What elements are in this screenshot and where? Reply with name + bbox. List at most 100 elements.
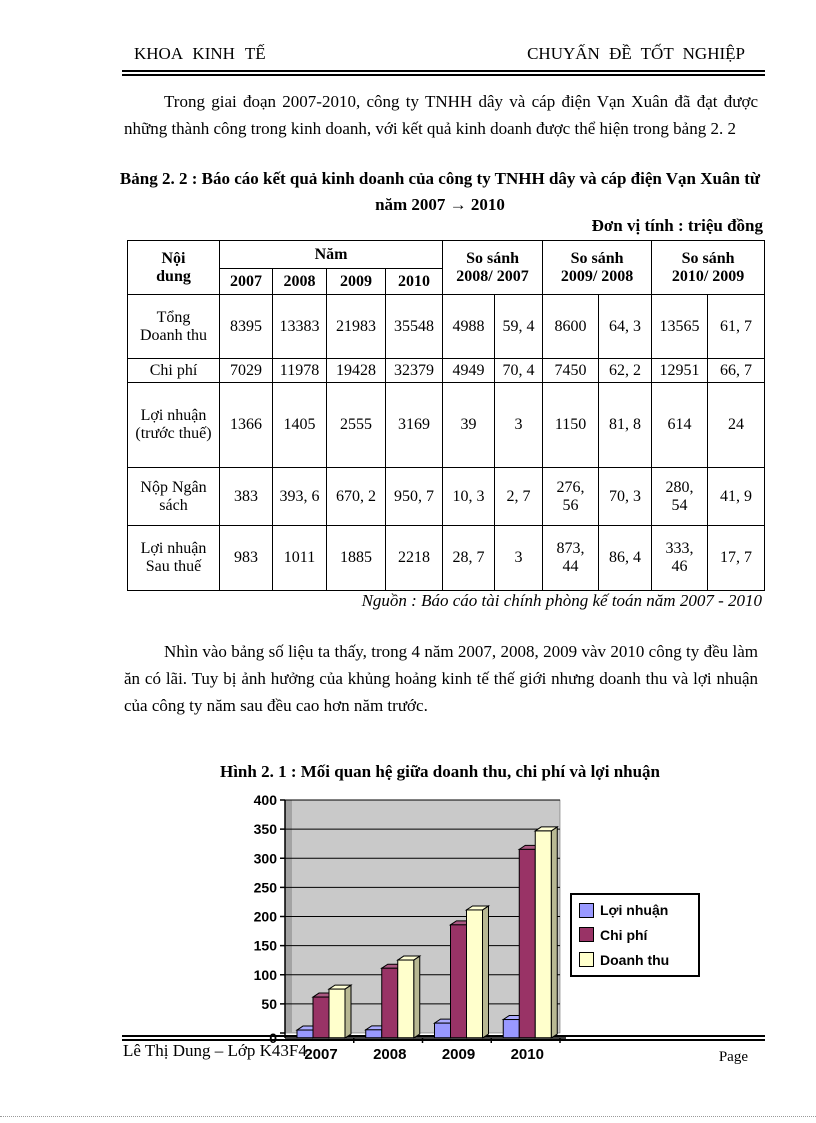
bar-side-Doanh thu [550, 825, 558, 1039]
chart-legend: Lợi nhuận Chi phí Doanh thu [570, 893, 700, 977]
table-cell: 66, 7 [707, 358, 766, 383]
paragraph-analysis: Nhìn vào bảng số liệu ta thấy, trong 4 n… [124, 642, 758, 715]
table-cell: 950, 7 [384, 467, 444, 526]
table-cell: 1405 [272, 382, 327, 468]
legend-item: Lợi nhuận [579, 902, 698, 918]
bar-Chi phí-2008 [381, 967, 399, 1039]
table-cell: 62, 2 [598, 358, 653, 383]
table-cell: 393, 6 [272, 467, 327, 526]
table-row: Chi phí 7029 11978 19428 32379 4949 70, 4 7450 6… [127, 358, 766, 383]
table-cell: 70, 3 [598, 467, 653, 526]
y-tick-label: 250 [254, 879, 278, 895]
x-category-label: 2007 [304, 1046, 337, 1063]
table-caption: Bảng 2. 2 : Báo cáo kết quả kinh doanh c… [119, 169, 761, 214]
table-cell: 333, 46 [651, 525, 709, 591]
table-cell: 3 [494, 525, 544, 591]
bar-side-Doanh thu [482, 905, 489, 1039]
bar-Lợi nhuận-2009 [434, 1022, 451, 1039]
table-cell: 1150 [542, 382, 600, 468]
bar-Doanh thu-2008 [397, 959, 415, 1039]
bar-Lợi nhuận-2008 [365, 1029, 383, 1039]
report-table: Nội dung Năm So sánh 2008/ 2007 So sánh 200… [127, 240, 766, 591]
chart-title: Hình 2. 1 : Mối quan hệ giữa doanh thu, … [219, 762, 661, 781]
table-cell: 8600 [542, 294, 600, 359]
table-cell: 2555 [326, 382, 386, 468]
table-cell: 3169 [384, 382, 444, 468]
page-bottom-edge [0, 1116, 816, 1117]
table-cell: 81, 8 [598, 382, 653, 468]
table-cell: 11978 [272, 358, 327, 383]
footer-author: Lê Thị Dung – Lớp K43F4 [123, 1041, 307, 1060]
unit-note: Đơn vị tính : triệu đồng [591, 216, 763, 235]
table-row-label: Chi phí [127, 358, 220, 383]
table-cell: 12951 [651, 358, 709, 383]
y-tick-label: 400 [254, 792, 278, 808]
y-tick-label: 50 [261, 996, 277, 1012]
x-category-label: 2010 [511, 1046, 544, 1063]
table-cell: 4949 [442, 358, 496, 383]
table-cell: 41, 9 [707, 467, 766, 526]
bar-side-Doanh thu [344, 984, 352, 1039]
bar-Lợi nhuận-2007 [296, 1029, 314, 1039]
legend-item: Doanh thu [579, 952, 698, 968]
table-row: Lợi nhuận (trước thuế) 1366 1405 2555 3169 39… [127, 382, 766, 468]
y-tick-label: 350 [254, 821, 278, 837]
table-header-year: 2010 [384, 268, 444, 295]
table-cell: 10, 3 [442, 467, 496, 526]
table-cell: 7029 [219, 358, 273, 383]
table-row-label: Nộp Ngân sách [127, 467, 220, 526]
table-cell: 13383 [272, 294, 327, 359]
table-header-nam: Năm [218, 240, 444, 269]
table-header-year: 2008 [272, 268, 327, 295]
table-header-so-sanh: So sánh 2009/ 2008 [542, 240, 653, 295]
table-cell: 4988 [442, 294, 496, 359]
header-faculty: KHOA KINH TẾ [134, 44, 266, 63]
table-row-label: Lợi nhuận (trước thuế) [127, 382, 220, 468]
bar-Lợi nhuận-2010 [502, 1019, 520, 1039]
table-header-so-sanh: So sánh 2008/ 2007 [442, 240, 544, 295]
footer-page-label: Page [718, 1049, 748, 1065]
table-cell: 873, 44 [542, 525, 600, 591]
header-doc-type: CHUYẤN ĐỀ TỐT NGHIỆP [527, 44, 745, 63]
footer-rule-segment [230, 1039, 720, 1041]
table-header-noi-dung: Nội dung [127, 240, 220, 295]
table-cell: 670, 2 [326, 467, 386, 526]
legend-label: Doanh thu [600, 951, 670, 968]
table-header-year: 2007 [219, 268, 273, 295]
x-category-label: 2008 [373, 1046, 406, 1063]
table-header-year: 2009 [326, 268, 386, 295]
table-cell: 1366 [219, 382, 273, 468]
legend-swatch-2 [579, 927, 594, 943]
table-cell: 614 [651, 382, 709, 468]
y-tick-label: 0 [269, 1030, 277, 1046]
table-cell: 59, 4 [494, 294, 544, 359]
legend-swatch-1 [579, 902, 594, 918]
table-cell: 19428 [326, 358, 386, 383]
table-cell: 3 [494, 382, 544, 468]
table-cell: 276, 56 [542, 467, 600, 526]
bar-Doanh thu-2009 [466, 909, 483, 1039]
legend-label: Lợi nhuận [600, 902, 669, 919]
table-cell: 1011 [272, 525, 327, 591]
x-category-label: 2009 [442, 1046, 475, 1063]
table-cell: 983 [219, 525, 273, 591]
table-row-label: Lợi nhuận Sau thuế [127, 525, 220, 591]
y-tick-label: 100 [254, 967, 278, 983]
table-row: Tổng Doanh thu 8395 13383 21983 35548 4988 59,… [127, 294, 766, 359]
table-cell: 7450 [542, 358, 600, 383]
table-cell: 24 [707, 382, 766, 468]
legend-swatch-3 [579, 952, 594, 968]
legend-label: Chi phí [600, 926, 648, 943]
source-note: Nguồn : Báo cáo tài chính phòng kế toán … [361, 591, 762, 610]
table-cell: 383 [219, 467, 273, 526]
table-cell: 28, 7 [442, 525, 496, 591]
y-tick-label: 200 [254, 909, 278, 925]
table-cell: 64, 3 [598, 294, 653, 359]
table-cell: 2, 7 [494, 467, 544, 526]
bar-chart: 0 50 100 150 200 250 300 350 400 2007 2008 2009 2010 [230, 792, 720, 1063]
table-cell: 70, 4 [494, 358, 544, 383]
bar-Chi phí-2009 [450, 924, 467, 1039]
